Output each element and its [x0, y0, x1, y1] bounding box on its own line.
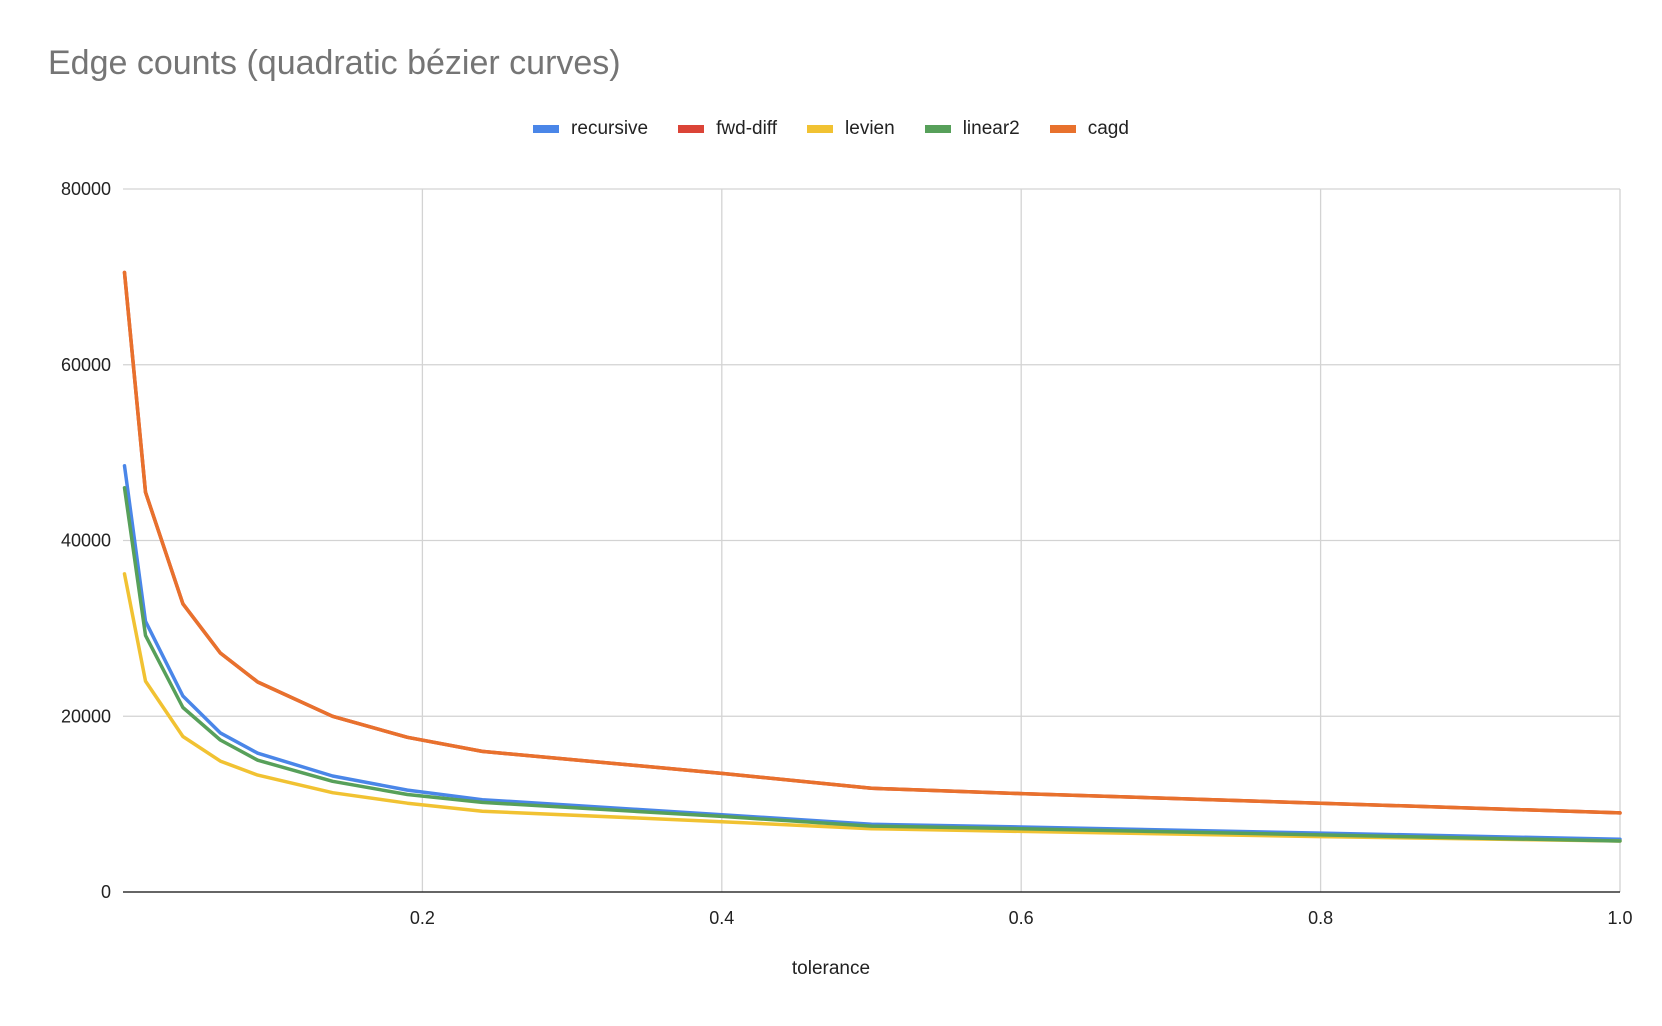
legend-item-cagd: cagd [1049, 118, 1129, 140]
series-lines [122, 270, 1622, 843]
x-axis-title: tolerance [791, 958, 871, 979]
legend-label: fwd-diff [716, 118, 778, 139]
legend-item-linear2: linear2 [924, 118, 1020, 140]
y-tick-label: 40000 [61, 531, 111, 551]
x-tick-label: 0.4 [709, 908, 734, 928]
legend-swatch [924, 125, 951, 133]
legend-label: linear2 [962, 118, 1020, 139]
x-tick-label: 0.8 [1308, 908, 1333, 928]
series-line-fwd-diff [122, 270, 1622, 815]
legend-swatch [1049, 125, 1076, 133]
legend-item-fwd-diff: fwd-diff [678, 118, 777, 140]
y-tick-label: 60000 [61, 355, 111, 375]
legend: recursive fwd-diff levien linear2 cagd [0, 118, 1662, 140]
series-line-linear2 [122, 486, 1622, 843]
legend-label: cagd [1087, 118, 1129, 139]
legend-item-recursive: recursive [533, 118, 648, 140]
x-tick-label: 0.6 [1009, 908, 1034, 928]
x-tick-label: 0.2 [410, 908, 435, 928]
x-tick-label: 1.0 [1607, 908, 1632, 928]
series-line-levien [122, 572, 1622, 843]
grid-lines [123, 188, 1621, 892]
legend-swatch [533, 125, 560, 133]
legend-swatch [678, 125, 705, 133]
tick-labels: 0 20000 40000 60000 80000 0.2 0.4 0.6 0.8 1.0 [61, 179, 1633, 928]
legend-item-levien: levien [807, 118, 895, 140]
y-tick-label: 0 [101, 882, 111, 902]
legend-label: recursive [571, 118, 649, 139]
chart-title: Edge counts (quadratic bézier curves) [48, 44, 621, 82]
legend-swatch [807, 125, 834, 133]
series-line-cagd [122, 270, 1622, 815]
y-tick-label: 20000 [61, 706, 111, 726]
y-tick-label: 80000 [61, 179, 111, 199]
legend-label: levien [845, 118, 895, 139]
